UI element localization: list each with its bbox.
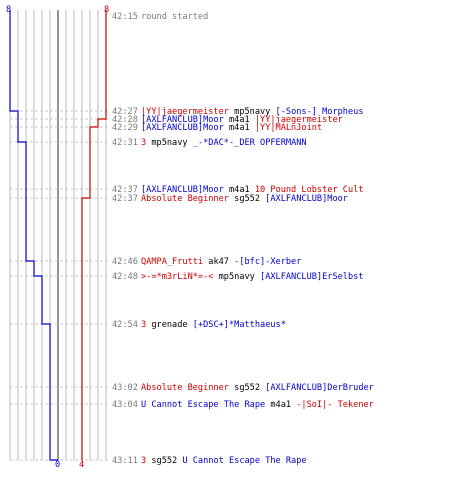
- event-text-part: sg552: [146, 456, 182, 466]
- event-text: 3 grenade [+DSC+]*Matthaeus*: [141, 320, 286, 330]
- event-text-part: U Cannot Escape The Rape: [182, 456, 306, 466]
- event-text-part: [AXLFANCLUB]ErSelbst: [260, 272, 363, 282]
- event-text-part: m4a1: [224, 115, 255, 125]
- event-text-part: [AXLFANCLUB]DerBruder: [265, 383, 374, 393]
- event-text-part: m4a1: [224, 123, 255, 133]
- event-text-part: mp5navy: [229, 107, 276, 117]
- event-time: 42:15: [112, 12, 138, 22]
- event-text-part: 3: [141, 456, 146, 466]
- event-text-part: |YY|jaegermeister: [255, 115, 343, 125]
- event-text-part: _-*DAC*-_DER OPFERMANN: [193, 138, 307, 148]
- event-text-part: 3: [141, 320, 146, 330]
- event-text-part: mp5navy: [146, 138, 193, 148]
- event-text-part: [+DSC+]*Matthaeus*: [193, 320, 286, 330]
- event-time: 42:29: [112, 123, 138, 133]
- event-text-part: Absolute Beginner: [141, 194, 229, 204]
- event-text-part: sg552: [229, 194, 265, 204]
- event-text-part: Absolute Beginner: [141, 383, 229, 393]
- event-text-part: [-Sons-] Morpheus: [276, 107, 364, 117]
- event-text-part: m4a1: [224, 185, 255, 195]
- event-text-part: |YY|MALnJoint: [255, 123, 322, 133]
- red-end-score-label: 4: [79, 460, 84, 470]
- event-time: 42:37: [112, 194, 138, 204]
- event-text-part: m4a1: [265, 400, 296, 410]
- event-text-part: ak47: [203, 257, 234, 267]
- event-text-part: [AXLFANCLUB]Moor: [265, 194, 348, 204]
- event-text: [AXLFANCLUB]Moor m4a1 10 Pound Lobster C…: [141, 185, 364, 195]
- event-time: 43:04: [112, 400, 138, 410]
- event-text: 3 sg552 U Cannot Escape The Rape: [141, 456, 307, 466]
- blue-start-score-label: 8: [6, 5, 11, 15]
- event-text: >-=*m3rLiN*=-< mp5navy [AXLFANCLUB]ErSel…: [141, 272, 364, 282]
- event-time: 42:31: [112, 138, 138, 148]
- event-time: 42:46: [112, 257, 138, 267]
- event-text-part: [AXLFANCLUB]Moor: [141, 123, 224, 133]
- event-text-part: grenade: [146, 320, 193, 330]
- event-time: 42:54: [112, 320, 138, 330]
- blue-team-score-line: [9, 10, 58, 461]
- event-time: 42:28: [112, 115, 138, 125]
- event-text: [AXLFANCLUB]Moor m4a1 |YY|MALnJoint: [141, 123, 322, 133]
- red-team-score-line: [81, 10, 107, 460]
- event-text-part: -[bfc]-Xerber: [234, 257, 301, 267]
- event-text-part: >-=*m3rLiN*=-<: [141, 272, 213, 282]
- event-time: 43:11: [112, 456, 138, 466]
- event-time: 43:02: [112, 383, 138, 393]
- event-text: [AXLFANCLUB]Moor m4a1 |YY|jaegermeister: [141, 115, 343, 125]
- red-start-score-label: 8: [104, 5, 109, 15]
- event-text-part: |YY|jaegermeister: [141, 107, 229, 117]
- event-text: Absolute Beginner sg552 [AXLFANCLUB]Moor: [141, 194, 348, 204]
- event-text-part: [AXLFANCLUB]Moor: [141, 185, 224, 195]
- event-text: |YY|jaegermeister mp5navy [-Sons-] Morph…: [141, 107, 364, 117]
- event-text-part: QAMPA_Frutti: [141, 257, 203, 267]
- event-text-part: round started: [141, 12, 208, 22]
- event-text-part: 3: [141, 138, 146, 148]
- event-text: round started: [141, 12, 208, 22]
- event-text: U Cannot Escape The Rape m4a1 -|SoI|- Te…: [141, 400, 374, 410]
- event-text: 3 mp5navy _-*DAC*-_DER OPFERMANN: [141, 138, 307, 148]
- event-text-part: mp5navy: [213, 272, 260, 282]
- blue-end-score-label: 0: [55, 460, 60, 470]
- event-text-part: [AXLFANCLUB]Moor: [141, 115, 224, 125]
- event-text-part: sg552: [229, 383, 265, 393]
- event-text: QAMPA_Frutti ak47 -[bfc]-Xerber: [141, 257, 301, 267]
- event-text-part: -|SoI|- Tekener: [296, 400, 374, 410]
- event-text: Absolute Beginner sg552 [AXLFANCLUB]DerB…: [141, 383, 374, 393]
- event-text-part: U Cannot Escape The Rape: [141, 400, 265, 410]
- event-time: 42:48: [112, 272, 138, 282]
- event-time: 42:27: [112, 107, 138, 117]
- event-text-part: 10 Pound Lobster Cult: [255, 185, 364, 195]
- event-time: 42:37: [112, 185, 138, 195]
